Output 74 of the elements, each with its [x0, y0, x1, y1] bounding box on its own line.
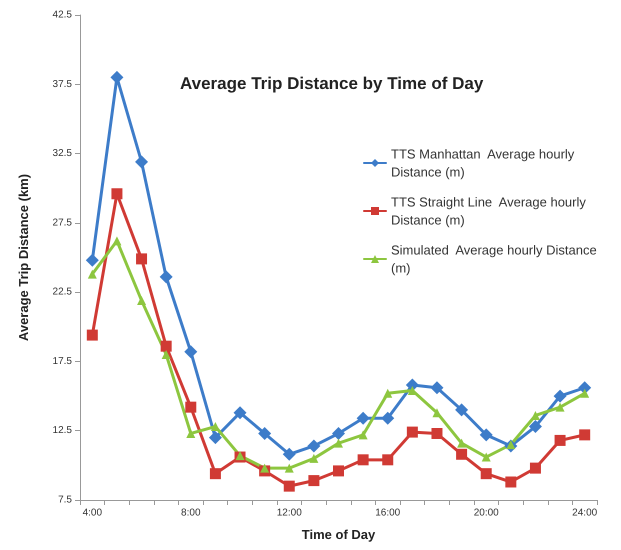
text: Average Trip Distance by Time of Day — [180, 74, 484, 93]
point — [309, 454, 318, 463]
point — [406, 426, 418, 438]
point — [284, 464, 294, 473]
y-tick-label: 32.5 — [52, 148, 72, 160]
point — [358, 430, 368, 440]
legend-label: TTS Manhattan Average hourly Distance (m) — [391, 146, 578, 180]
x-tick-label: 24:00 — [572, 508, 598, 518]
x-tick-label: 12:00 — [276, 508, 302, 518]
x-tick-label: 8:00 — [181, 508, 201, 518]
point — [457, 438, 466, 448]
point — [456, 448, 468, 460]
point — [482, 452, 491, 462]
y-tick-label: 22.5 — [52, 286, 72, 298]
point — [210, 468, 221, 480]
x-tick-label: 4:00 — [82, 508, 102, 518]
point — [160, 270, 173, 284]
x-tick-label: 16:00 — [375, 508, 401, 518]
point — [333, 465, 344, 476]
point — [236, 451, 245, 460]
point — [186, 428, 196, 438]
point — [137, 296, 146, 305]
point — [358, 454, 369, 466]
point — [184, 345, 198, 358]
point — [334, 438, 343, 448]
point — [284, 480, 295, 492]
point — [430, 381, 444, 394]
point — [480, 428, 493, 442]
point — [383, 388, 392, 398]
point — [307, 439, 320, 452]
point — [111, 188, 122, 200]
point — [258, 426, 272, 440]
point — [282, 448, 296, 461]
point — [579, 429, 590, 440]
point — [530, 462, 541, 474]
point — [86, 254, 99, 267]
legend-label: Simulated Average hourly Distance (m) — [391, 242, 600, 276]
point — [110, 70, 124, 84]
point — [554, 434, 566, 446]
y-tick-label: 17.5 — [52, 356, 72, 367]
point — [136, 253, 148, 264]
point — [556, 402, 565, 412]
point — [162, 350, 171, 359]
x-tick-label: 20:00 — [474, 508, 500, 518]
y-tick-label: 27.5 — [52, 217, 72, 228]
y-axis-title: Average Trip Distance (km) — [16, 174, 31, 342]
point — [88, 270, 97, 279]
point — [308, 475, 320, 486]
point — [260, 464, 270, 473]
point — [185, 402, 196, 413]
point — [431, 428, 442, 439]
point — [234, 406, 247, 420]
point — [528, 420, 542, 434]
point — [505, 476, 516, 488]
point — [381, 412, 394, 425]
point — [455, 403, 468, 416]
point — [86, 330, 98, 341]
y-tick-label: 7.5 — [58, 494, 72, 506]
y-tick-label: 12.5 — [52, 425, 72, 436]
point — [480, 468, 492, 480]
point — [356, 412, 370, 425]
point — [382, 454, 394, 466]
y-tick-label: 42.5 — [52, 10, 72, 20]
point — [580, 388, 590, 398]
point — [208, 431, 222, 444]
point — [210, 422, 220, 432]
x-axis-title: Time of Day — [302, 527, 376, 542]
legend-label: TTS Straight Line Average hourly Distance (m) — [391, 194, 590, 228]
point — [554, 390, 567, 403]
point — [332, 426, 345, 440]
point — [112, 236, 122, 246]
point — [160, 340, 172, 352]
point — [135, 155, 148, 168]
y-tick-label: 37.5 — [52, 78, 72, 90]
